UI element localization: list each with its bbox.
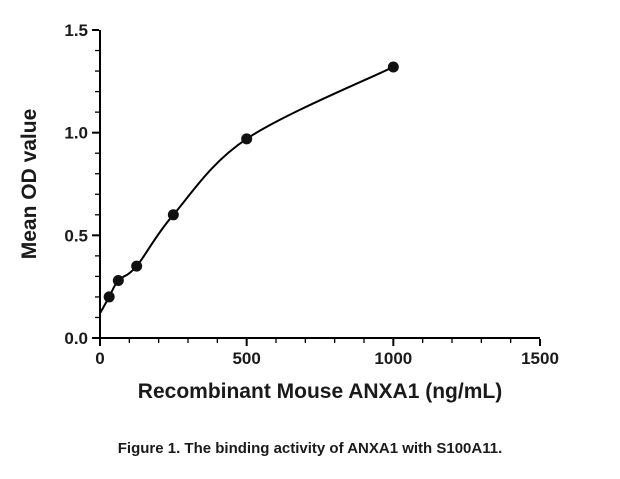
chart-svg: 0 500 1000 1500 0.0 0.5 1.0 1.5 Recombinant Mous… [18, 21, 559, 403]
x-tick-label: 1000 [374, 349, 412, 368]
data-point [131, 260, 143, 272]
binding-activity-figure: 0 500 1000 1500 0.0 0.5 1.0 1.5 Recombinant Mous… [18, 21, 559, 457]
x-axis-label: Recombinant Mouse ANXA1 (ng/mL) [138, 380, 502, 403]
fit-curve [99, 65, 395, 315]
y-tick-label: 0.0 [64, 329, 88, 348]
data-point [241, 133, 253, 145]
data-point [103, 291, 115, 303]
data-point [167, 209, 179, 221]
x-tick-label: 1500 [521, 349, 559, 368]
x-tick-label: 500 [232, 349, 260, 368]
axes [99, 30, 540, 339]
x-tick-label: 0 [95, 349, 104, 368]
y-tick-label: 0.5 [64, 226, 88, 245]
data-point [112, 275, 124, 287]
y-tick-label: 1.0 [64, 124, 88, 143]
y-tick-label: 1.5 [64, 21, 88, 40]
data-point [387, 61, 399, 73]
figure-caption: Figure 1. The binding activity of ANXA1 … [117, 440, 503, 457]
y-axis-label: Mean OD value [18, 109, 41, 260]
